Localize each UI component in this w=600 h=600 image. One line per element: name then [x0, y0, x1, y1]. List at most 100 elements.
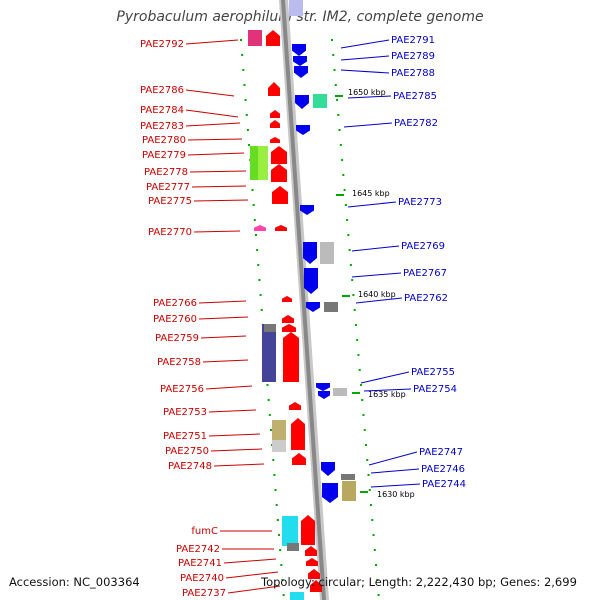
left-gene-connector [200, 335, 247, 339]
reverse-gene-arrow [316, 383, 330, 391]
right-gene-label: PAE2755 [411, 367, 455, 378]
forward-gene-arrow [308, 569, 320, 579]
left-gene-connector [208, 409, 257, 413]
right-gene-connector [368, 451, 418, 466]
right-gene-label: PAE2785 [393, 91, 437, 102]
left-gene-label: PAE2742 [176, 544, 220, 555]
feature-box [290, 592, 304, 600]
left-gene-label: PAE2751 [163, 431, 207, 442]
forward-gene-arrow [283, 332, 299, 382]
left-gene-connector [187, 138, 243, 141]
forward-gene-arrow [254, 225, 266, 231]
forward-gene-arrow [268, 82, 280, 96]
left-gene-label: PAE2770 [148, 227, 192, 238]
left-gene-connector [227, 585, 281, 594]
left-gene-connector [191, 185, 247, 188]
left-gene-connector [187, 152, 245, 156]
accession-text: Accession: NC_003364 [9, 575, 140, 589]
left-gene-label: PAE2778 [144, 167, 188, 178]
reverse-gene-arrow [300, 205, 314, 215]
right-gene-label: PAE2746 [421, 464, 465, 475]
right-gene-connector [355, 297, 403, 304]
map-title: Pyrobaculum aerophilum str. IM2, complet… [116, 9, 484, 25]
right-gene-connector [343, 122, 393, 128]
left-gene-connector [185, 89, 235, 97]
right-gene-label: PAE2788 [391, 68, 435, 79]
left-gene-connector [208, 433, 261, 437]
forward-gene-arrow [266, 30, 280, 46]
left-gene-connector [193, 230, 241, 233]
feature-box [264, 324, 276, 332]
left-gene-label: PAE2760 [153, 314, 197, 325]
topology-text: Topology: circular; Length: 2,222,430 bp… [261, 575, 577, 589]
left-gene-label: PAE2783 [140, 121, 184, 132]
left-gene-label: PAE2784 [140, 105, 184, 116]
feature-box [262, 324, 276, 382]
right-gene-connector [340, 69, 390, 74]
right-gene-connector [370, 483, 421, 488]
scale-label: 1635 kbp [368, 390, 406, 399]
left-gene-connector [185, 39, 239, 45]
left-gene-connector [205, 385, 253, 390]
reverse-gene-arrow [306, 302, 320, 312]
left-gene-connector [223, 558, 277, 564]
right-gene-label: PAE2789 [391, 51, 435, 62]
forward-gene-arrow [272, 186, 288, 204]
genome-backbone [281, 0, 326, 600]
feature-box [333, 388, 347, 396]
right-gene-label: PAE2791 [391, 35, 435, 46]
left-gene-connector [198, 316, 249, 320]
reverse-gene-arrow [292, 44, 306, 56]
scale-label: 1640 kbp [358, 290, 396, 299]
right-gene-connector [347, 95, 392, 99]
reverse-gene-arrow [304, 268, 318, 294]
right-gene-connector [363, 388, 412, 392]
reverse-gene-arrow [295, 95, 309, 109]
left-gene-label: PAE2779 [142, 150, 186, 161]
left-gene-connector [202, 359, 249, 363]
feature-box [248, 30, 262, 46]
left-gene-connector [193, 199, 249, 202]
left-gene-label: fumC [191, 526, 218, 537]
left-gene-label: PAE2748 [168, 461, 212, 472]
reverse-gene-arrow [322, 483, 338, 503]
forward-gene-arrow [282, 296, 292, 302]
forward-gene-arrow [310, 580, 322, 592]
left-gene-label: PAE2750 [165, 446, 209, 457]
right-gene-connector [360, 371, 410, 384]
feature-box [287, 543, 299, 551]
feature-box [324, 302, 338, 312]
forward-gene-arrow [270, 137, 280, 143]
feature-box [320, 242, 334, 264]
left-gene-label: PAE2759 [155, 333, 199, 344]
forward-gene-arrow [301, 515, 315, 545]
forward-gene-arrow [271, 164, 287, 182]
feature-box [250, 146, 260, 180]
right-gene-label: PAE2769 [401, 241, 445, 252]
right-gene-connector [340, 55, 390, 61]
reverse-gene-arrow [318, 391, 330, 399]
forward-gene-arrow [270, 110, 280, 118]
left-gene-connector [198, 300, 247, 304]
right-gene-label: PAE2767 [403, 268, 447, 279]
feature-box [313, 94, 327, 108]
left-gene-label: PAE2786 [140, 85, 184, 96]
forward-gene-arrow [289, 402, 301, 410]
scale-label: 1650 kbp [348, 88, 386, 97]
reverse-gene-arrow [321, 462, 335, 476]
right-gene-connector [340, 39, 390, 49]
forward-gene-arrow [306, 558, 318, 566]
left-gene-label: PAE2766 [153, 298, 197, 309]
left-gene-label: PAE2740 [180, 573, 224, 584]
forward-gene-arrow [292, 453, 306, 465]
left-gene-connector [210, 448, 263, 452]
forward-gene-arrow [291, 418, 305, 450]
left-gene-label: PAE2756 [160, 384, 204, 395]
feature-box [272, 440, 286, 452]
right-gene-connector [370, 468, 420, 474]
left-gene-label: PAE2753 [163, 407, 207, 418]
feature-box [282, 516, 298, 546]
right-gene-label: PAE2747 [419, 447, 463, 458]
forward-gene-arrow [271, 146, 287, 164]
